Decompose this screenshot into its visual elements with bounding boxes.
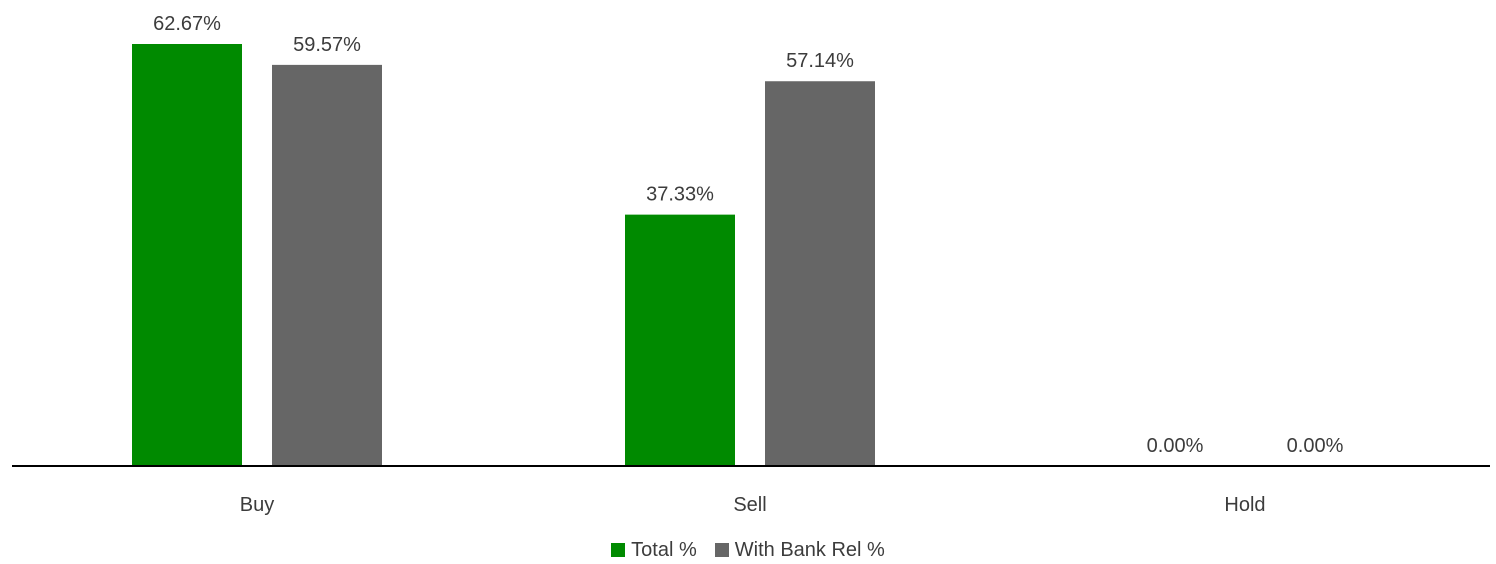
legend-label-with-bank-rel: With Bank Rel %	[734, 539, 885, 561]
category-label-sell: Sell	[733, 494, 766, 516]
value-label-sell-with-bank-rel: 57.14%	[786, 50, 854, 72]
value-label-buy-with-bank-rel: 59.57%	[293, 34, 361, 56]
bar-buy-with-bank-rel	[272, 64, 382, 466]
bar-sell-total	[625, 214, 735, 466]
legend-item-with-bank-rel: With Bank Rel %	[714, 536, 885, 564]
legend-label-total: Total %	[631, 539, 697, 561]
legend-swatch-with-bank-rel	[714, 543, 729, 557]
value-label-sell-total: 37.33%	[646, 184, 714, 206]
category-label-hold: Hold	[1224, 494, 1265, 516]
bar-chart: 62.67% 37.33% 0.00% 59.57% 57.14% 0.00% Buy Se…	[12, 13, 1490, 516]
legend: Total % With Bank Rel %	[0, 536, 1496, 564]
legend-item-total: Total %	[611, 536, 697, 564]
bar-buy-total	[132, 44, 242, 466]
value-label-hold-total: 0.00%	[1147, 435, 1204, 457]
legend-swatch-total	[611, 543, 626, 557]
bars-layer	[132, 44, 875, 466]
value-label-hold-with-bank-rel: 0.00%	[1287, 435, 1344, 457]
value-labels-layer: 62.67% 37.33% 0.00% 59.57% 57.14% 0.00%	[153, 13, 1343, 457]
category-label-buy: Buy	[240, 494, 274, 516]
category-labels-layer: Buy Sell Hold	[240, 494, 1266, 516]
bar-sell-with-bank-rel	[765, 81, 875, 466]
value-label-buy-total: 62.67%	[153, 13, 221, 35]
